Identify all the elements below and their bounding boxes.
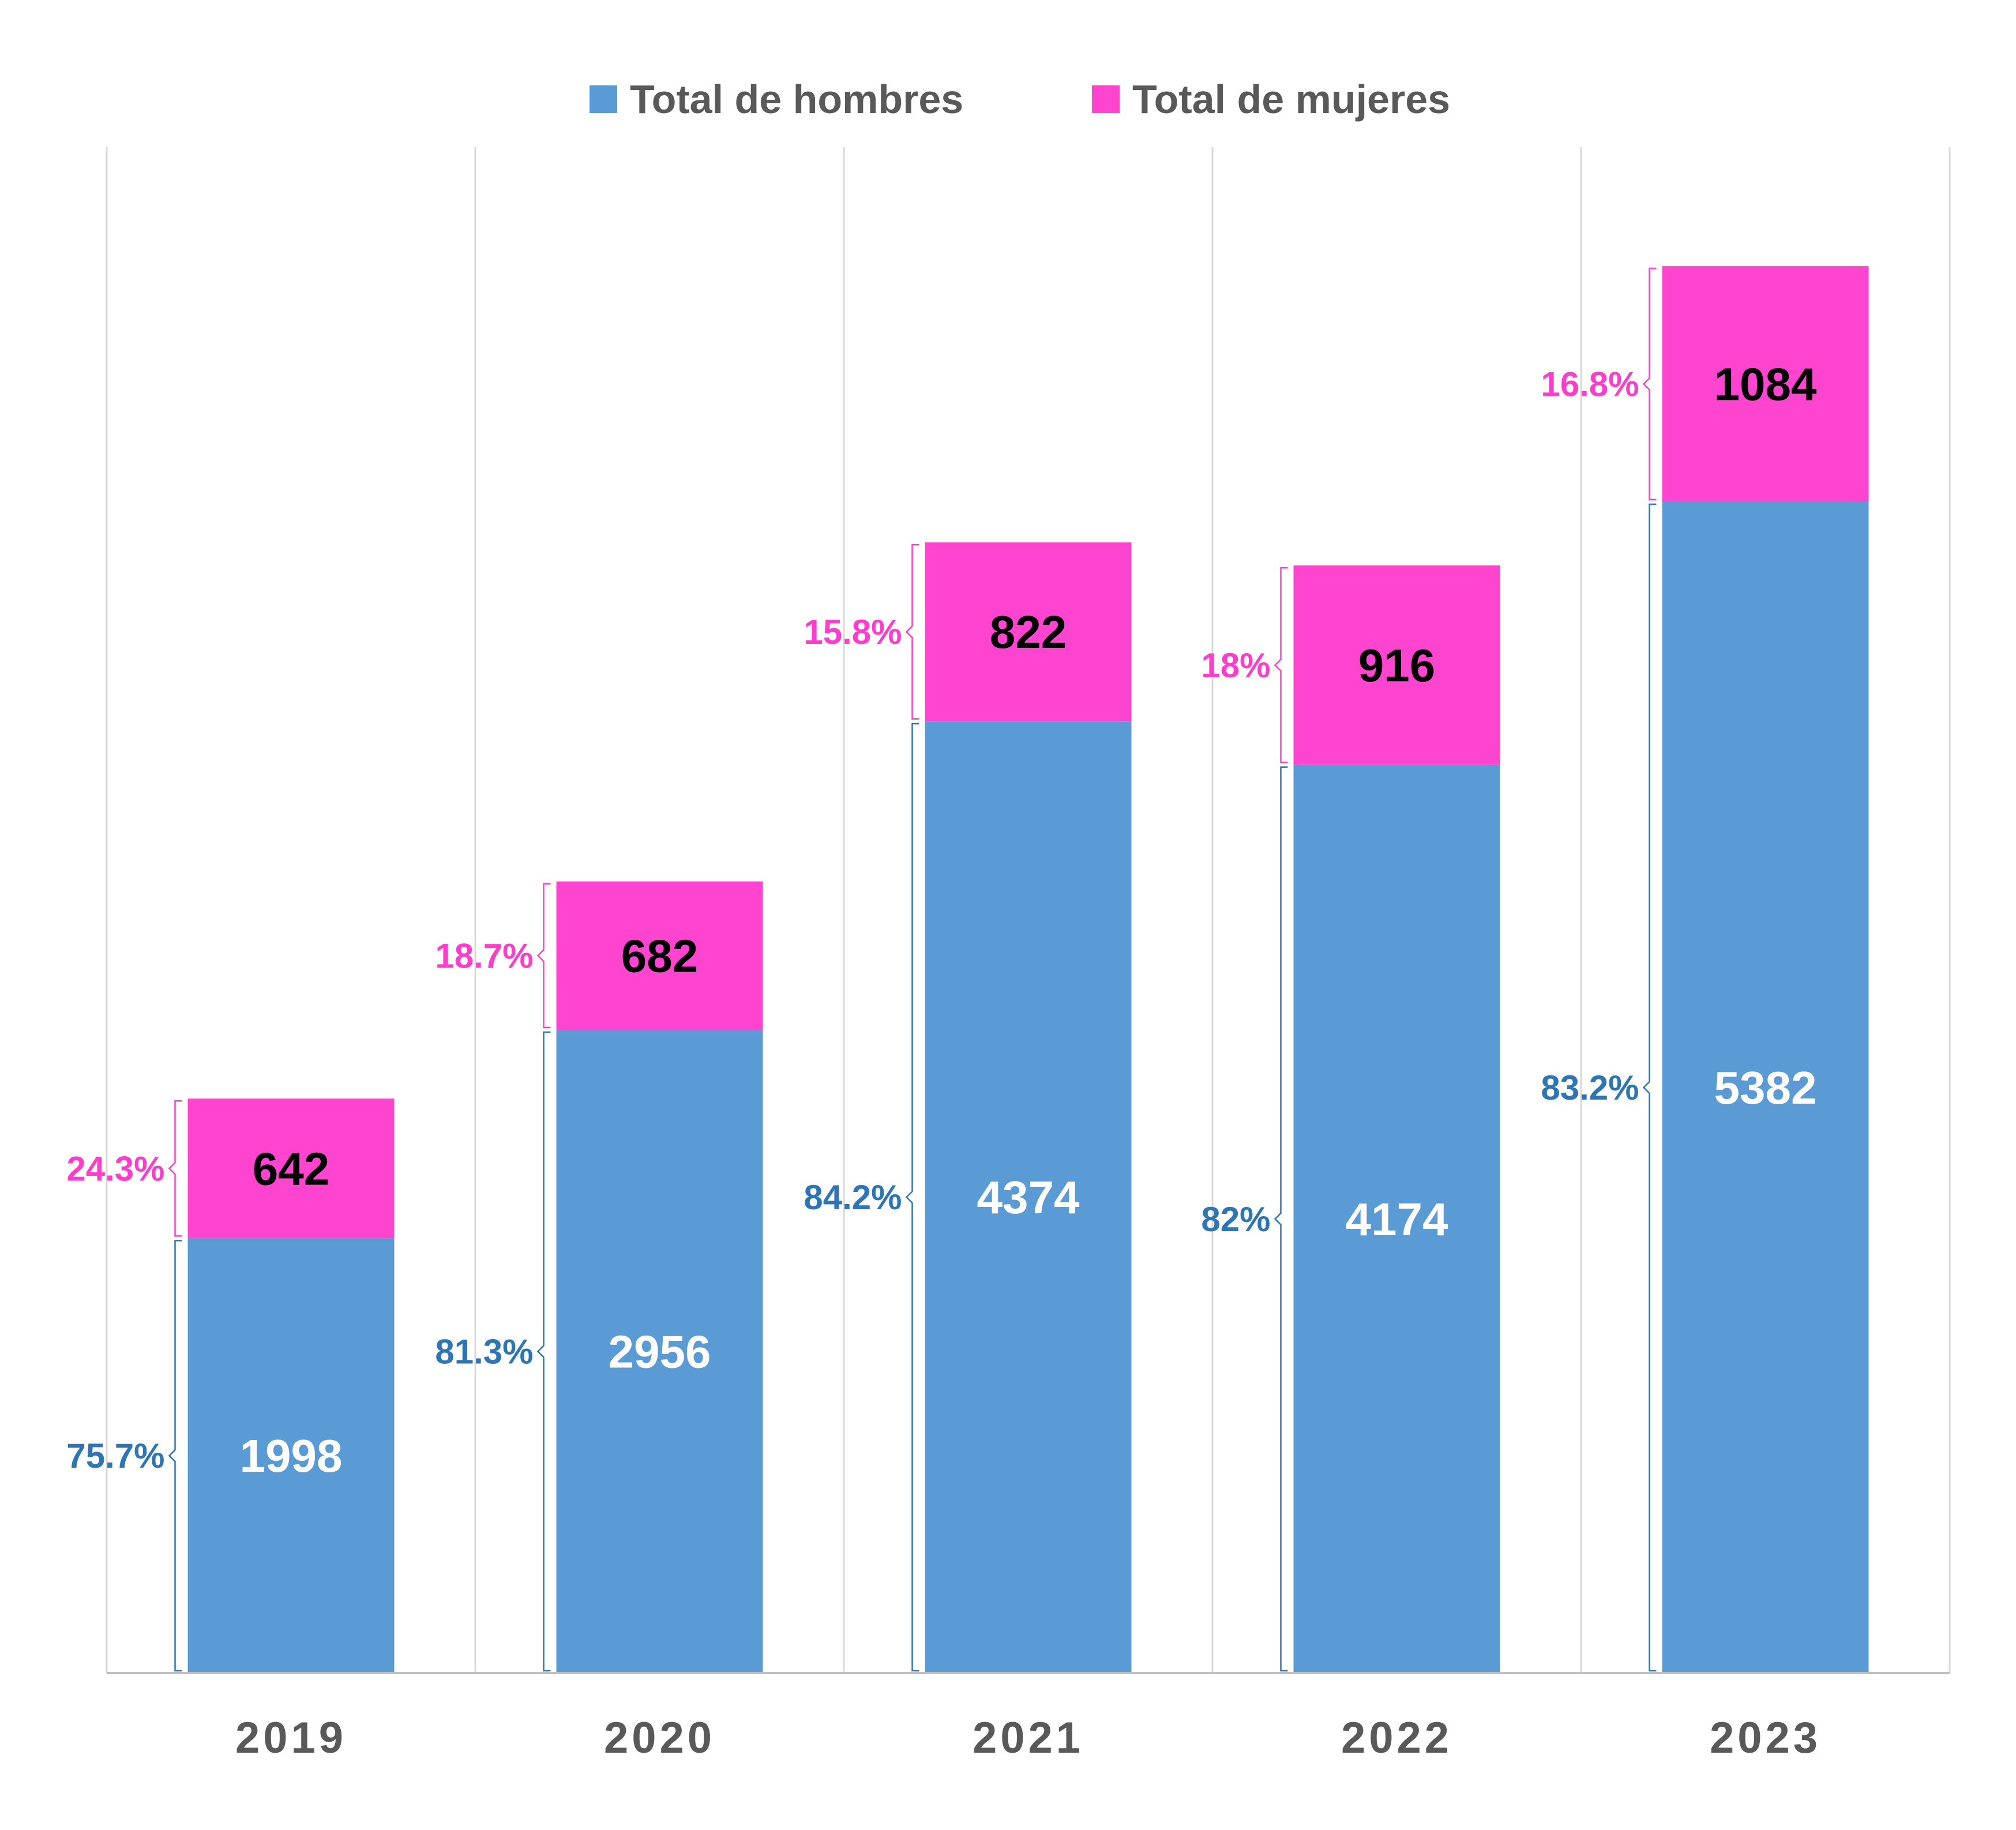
bar-hombres-2023	[1662, 502, 1869, 1673]
gridlines	[106, 147, 1951, 1673]
value-label-hombres-2023: 5382	[1714, 1062, 1817, 1113]
bracket-hombres-2020	[536, 1031, 551, 1672]
value-label-mujeres-2019: 642	[253, 1143, 329, 1194]
value-label-hombres-2022: 4174	[1346, 1194, 1448, 1245]
percent-label-mujeres-2022: 18%	[1201, 646, 1270, 685]
percent-label-hombres-2019: 75.7%	[66, 1437, 164, 1475]
percent-label-mujeres-2023: 16.8%	[1541, 365, 1639, 404]
value-label-mujeres-2022: 916	[1358, 640, 1435, 691]
bracket-mujeres-2023	[1642, 267, 1657, 501]
percent-label-mujeres-2019: 24.3%	[66, 1149, 164, 1188]
percent-label-hombres-2020: 81.3%	[435, 1333, 533, 1371]
x-tick-label-2020: 2020	[604, 1713, 715, 1762]
bar-hombres-2019	[187, 1238, 395, 1673]
bar-mujeres-2022	[1293, 565, 1500, 765]
bracket-hombres-2019	[168, 1240, 182, 1672]
legend-swatch-0	[590, 85, 617, 113]
x-axis: 2019 2020 2021 2022 2023	[107, 1672, 1950, 1762]
value-label-hombres-2021: 4374	[977, 1172, 1080, 1223]
bars	[187, 266, 1869, 1673]
value-label-hombres-2020: 2956	[609, 1326, 711, 1378]
value-label-mujeres-2021: 822	[990, 606, 1067, 658]
value-label-mujeres-2020: 682	[621, 930, 698, 981]
value-label-hombres-2019: 1998	[240, 1430, 343, 1482]
bar-mujeres-2021	[925, 542, 1132, 722]
bar-hombres-2022	[1293, 764, 1500, 1673]
bracket-hombres-2021	[905, 722, 919, 1672]
legend-label-1: Total de mujeres	[1132, 77, 1450, 122]
percent-label-mujeres-2020: 18.7%	[435, 936, 533, 975]
bracket-hombres-2022	[1274, 766, 1288, 1672]
percent-label-hombres-2022: 82%	[1201, 1200, 1270, 1239]
value-label-mujeres-2023: 1084	[1714, 359, 1817, 410]
legend-label-0: Total de hombres	[630, 77, 963, 122]
data-labels: 1998 642 75.7% 24.3% 2956 682 81.3% 18.7% 4374 82…	[66, 267, 1817, 1672]
bar-hombres-2020	[556, 1030, 763, 1673]
x-tick-label-2021: 2021	[973, 1713, 1084, 1762]
percent-label-hombres-2021: 84.2%	[804, 1178, 902, 1217]
bracket-mujeres-2020	[536, 883, 551, 1029]
bar-mujeres-2020	[556, 881, 763, 1030]
legend-swatch-1	[1092, 85, 1120, 113]
bracket-mujeres-2022	[1274, 567, 1288, 763]
percent-label-mujeres-2021: 15.8%	[804, 613, 902, 651]
percent-label-hombres-2023: 83.2%	[1541, 1068, 1639, 1107]
bar-mujeres-2023	[1662, 266, 1869, 502]
bar-hombres-2021	[925, 721, 1132, 1673]
bracket-hombres-2023	[1642, 503, 1657, 1672]
x-tick-label-2023: 2023	[1710, 1713, 1821, 1762]
bracket-mujeres-2019	[168, 1100, 182, 1237]
x-tick-label-2019: 2019	[235, 1713, 347, 1762]
x-tick-label-2022: 2022	[1341, 1713, 1452, 1762]
bar-mujeres-2019	[187, 1098, 395, 1239]
bracket-mujeres-2021	[905, 543, 919, 720]
legend: Total de hombres Total de mujeres	[590, 77, 1450, 122]
